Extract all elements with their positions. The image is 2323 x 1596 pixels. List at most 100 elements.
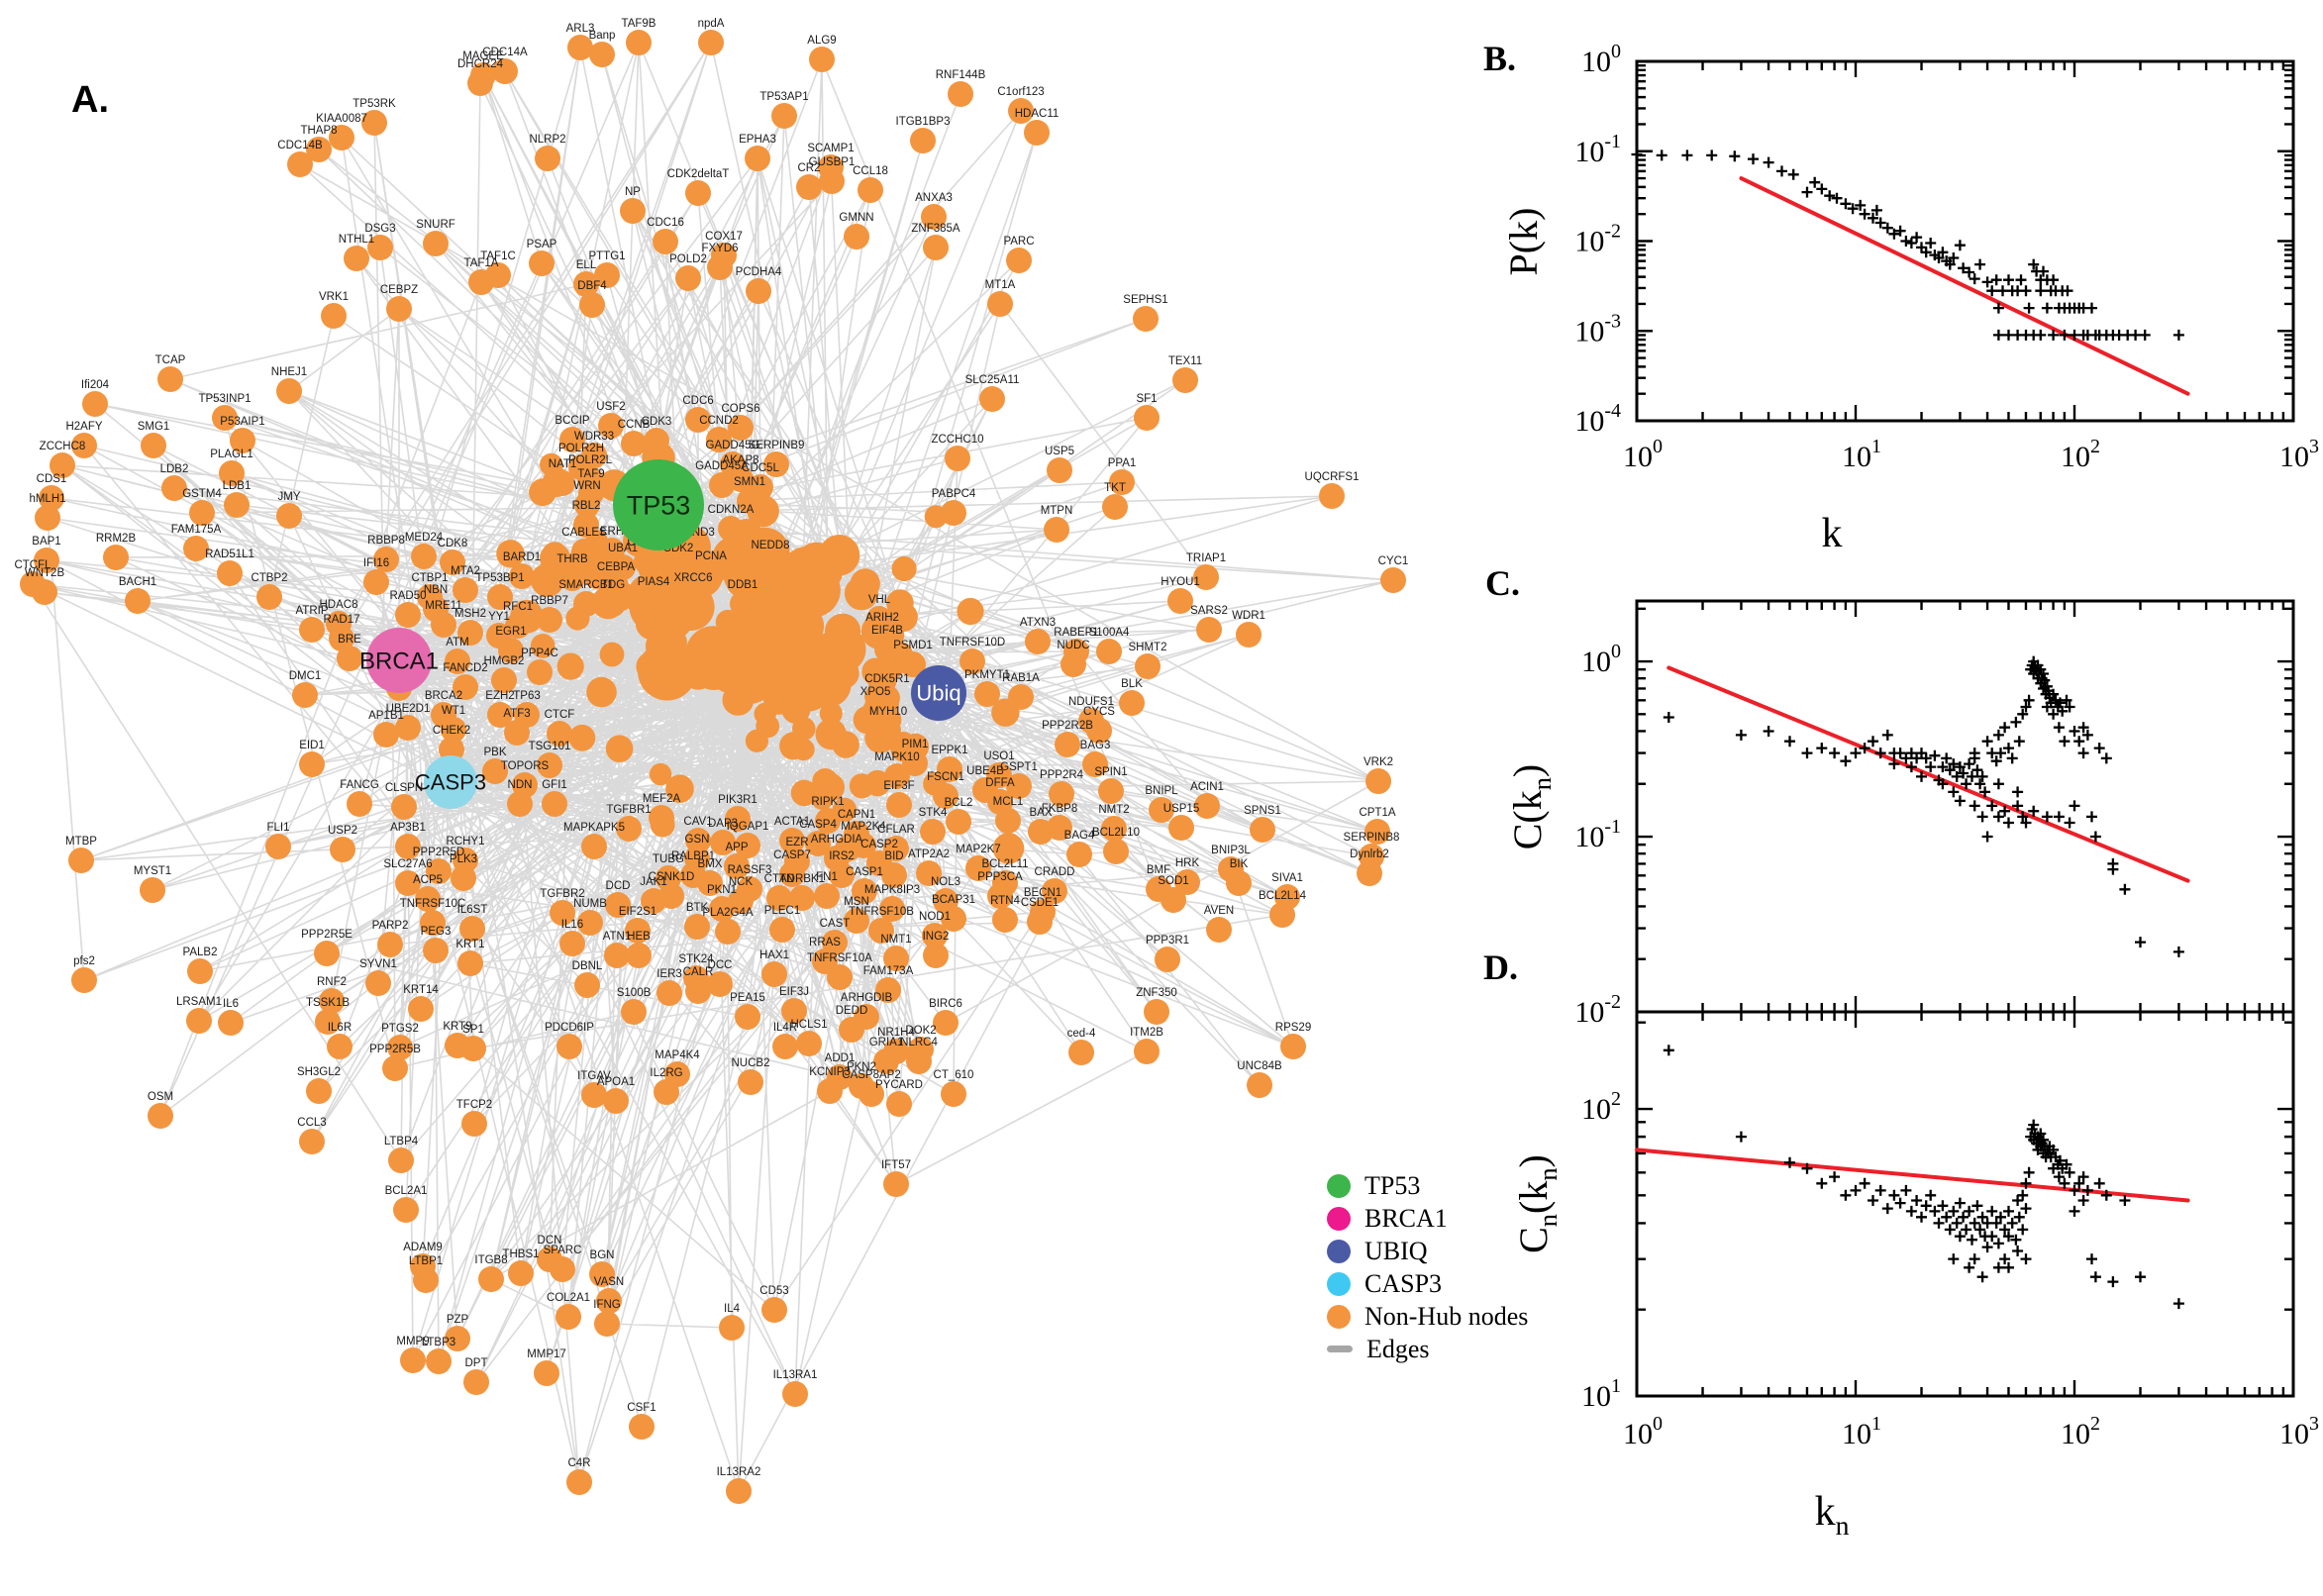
network-node-label: PKN2 [847, 1061, 876, 1073]
network-node-label: RAB1A [1002, 672, 1040, 684]
network-node [39, 485, 64, 511]
network-node-label: MTBP [65, 836, 97, 848]
network-node-label: SMG1 [138, 421, 170, 433]
network-node-label: SCAMP1 [807, 143, 854, 154]
network-node-label: BNIPL [1145, 785, 1178, 797]
network-node [219, 460, 245, 486]
network-node-label: EGR1 [495, 626, 526, 638]
network-node-label: PPP4C [521, 648, 558, 659]
network-node-label: EZR [786, 837, 809, 848]
network-node [161, 475, 187, 501]
network-node-label: GSPT1 [1000, 761, 1038, 773]
network-node-label: IQGAP1 [727, 821, 769, 833]
network-node [769, 917, 795, 943]
network-node-label: PSMD1 [893, 640, 933, 651]
network-node [735, 1004, 760, 1030]
network-node-label: PPP2R4 [1040, 769, 1084, 781]
network-node [1357, 860, 1382, 886]
svg-text:100: 100 [1581, 641, 1621, 678]
network-node [814, 883, 840, 909]
hub-label-tp53: TP53 [627, 490, 691, 520]
network-node-label: APOA1 [597, 1076, 635, 1088]
network-node-label: BMF [1147, 864, 1170, 876]
network-node [761, 961, 787, 987]
hub-label-ubiq: Ubiq [916, 681, 960, 706]
network-node [577, 910, 603, 936]
network-node-label: NR1H4 [877, 1027, 915, 1039]
network-node-label: TGFBR2 [540, 888, 584, 900]
network-node-label: ACP5 [413, 874, 443, 886]
network-node-label: ITGAV [577, 1070, 611, 1082]
network-node [1102, 494, 1128, 520]
network-node-label: TUBG [653, 853, 684, 865]
network-node [941, 500, 966, 526]
network-node [1047, 815, 1072, 841]
network-node-label: pfs2 [73, 955, 95, 967]
network-node [653, 229, 678, 254]
network-node [1194, 793, 1220, 819]
network-node-label: USP15 [1163, 803, 1199, 815]
network-node-label: POLR2L [568, 454, 613, 466]
network-node [189, 500, 215, 526]
network-node-label: DOK2 [905, 1025, 936, 1037]
network-node-label: CDK5R1 [864, 673, 909, 685]
network-node [386, 296, 412, 322]
y-axis-label: P(k) [1501, 208, 1546, 276]
network-node-label: GFI1 [542, 779, 567, 791]
network-node [916, 860, 942, 886]
network-node [1027, 909, 1053, 935]
network-node [1365, 768, 1391, 794]
network-node [992, 907, 1018, 933]
network-node-label: RAD17 [323, 614, 359, 626]
network-node [682, 539, 708, 564]
network-node-label: CCNB [618, 419, 651, 431]
network-node-label: ERH [600, 526, 624, 538]
network-node-label: SPARC [544, 1245, 582, 1256]
network-node-label: CASP7 [773, 849, 811, 861]
network-node [656, 980, 682, 1006]
network-node-label: COX17 [705, 231, 743, 243]
network-node-label: MT1A [985, 279, 1016, 291]
network-node [314, 941, 340, 966]
network-node-label: SF1 [1136, 393, 1157, 405]
network-node-label: PKN1 [707, 884, 737, 896]
network-node [183, 536, 209, 561]
network-node [1086, 718, 1112, 744]
network-node-label: PPA1 [1108, 457, 1137, 469]
network-node-label: XPO5 [860, 686, 891, 698]
network-node-label: BMX [698, 858, 723, 870]
network-node-label: ARIH2 [865, 612, 899, 624]
network-node [566, 1469, 592, 1495]
network-node-label: IER3 [656, 968, 682, 980]
network-node-label: FANCG [340, 779, 379, 791]
network-node [858, 1081, 884, 1107]
network-node [1174, 869, 1200, 895]
network-node [508, 1260, 534, 1286]
network-node [941, 906, 966, 932]
network-node-label: BCL2 [945, 797, 973, 809]
legend-item-tp53: TP53 [1327, 1169, 1528, 1202]
network-node-label: PCDHA4 [736, 266, 782, 278]
network-node-label: HMGB2 [484, 655, 525, 667]
network-node [459, 916, 485, 942]
network-node [509, 563, 535, 589]
network-node [1008, 684, 1034, 710]
network-node [299, 1129, 325, 1154]
network-node-label: DSG3 [364, 223, 395, 235]
network-node-label: CTBP1 [411, 572, 448, 584]
network-node-label: ALG9 [807, 35, 836, 47]
network-node [730, 591, 756, 617]
network-node [1049, 781, 1074, 807]
network-node [559, 565, 585, 591]
network-node-label: HEB [627, 931, 651, 943]
network-node-label: EIF3F [883, 780, 914, 792]
network-node [534, 1360, 559, 1386]
hub-label-brca1: BRCA1 [359, 648, 439, 674]
network-node-label: TAF9B [622, 18, 656, 30]
network-node [725, 806, 751, 832]
network-node [965, 855, 991, 881]
network-node-label: CASP2 [860, 839, 898, 850]
network-node [529, 250, 555, 276]
network-node-label: DPT [465, 1357, 488, 1369]
network-node [766, 885, 792, 911]
